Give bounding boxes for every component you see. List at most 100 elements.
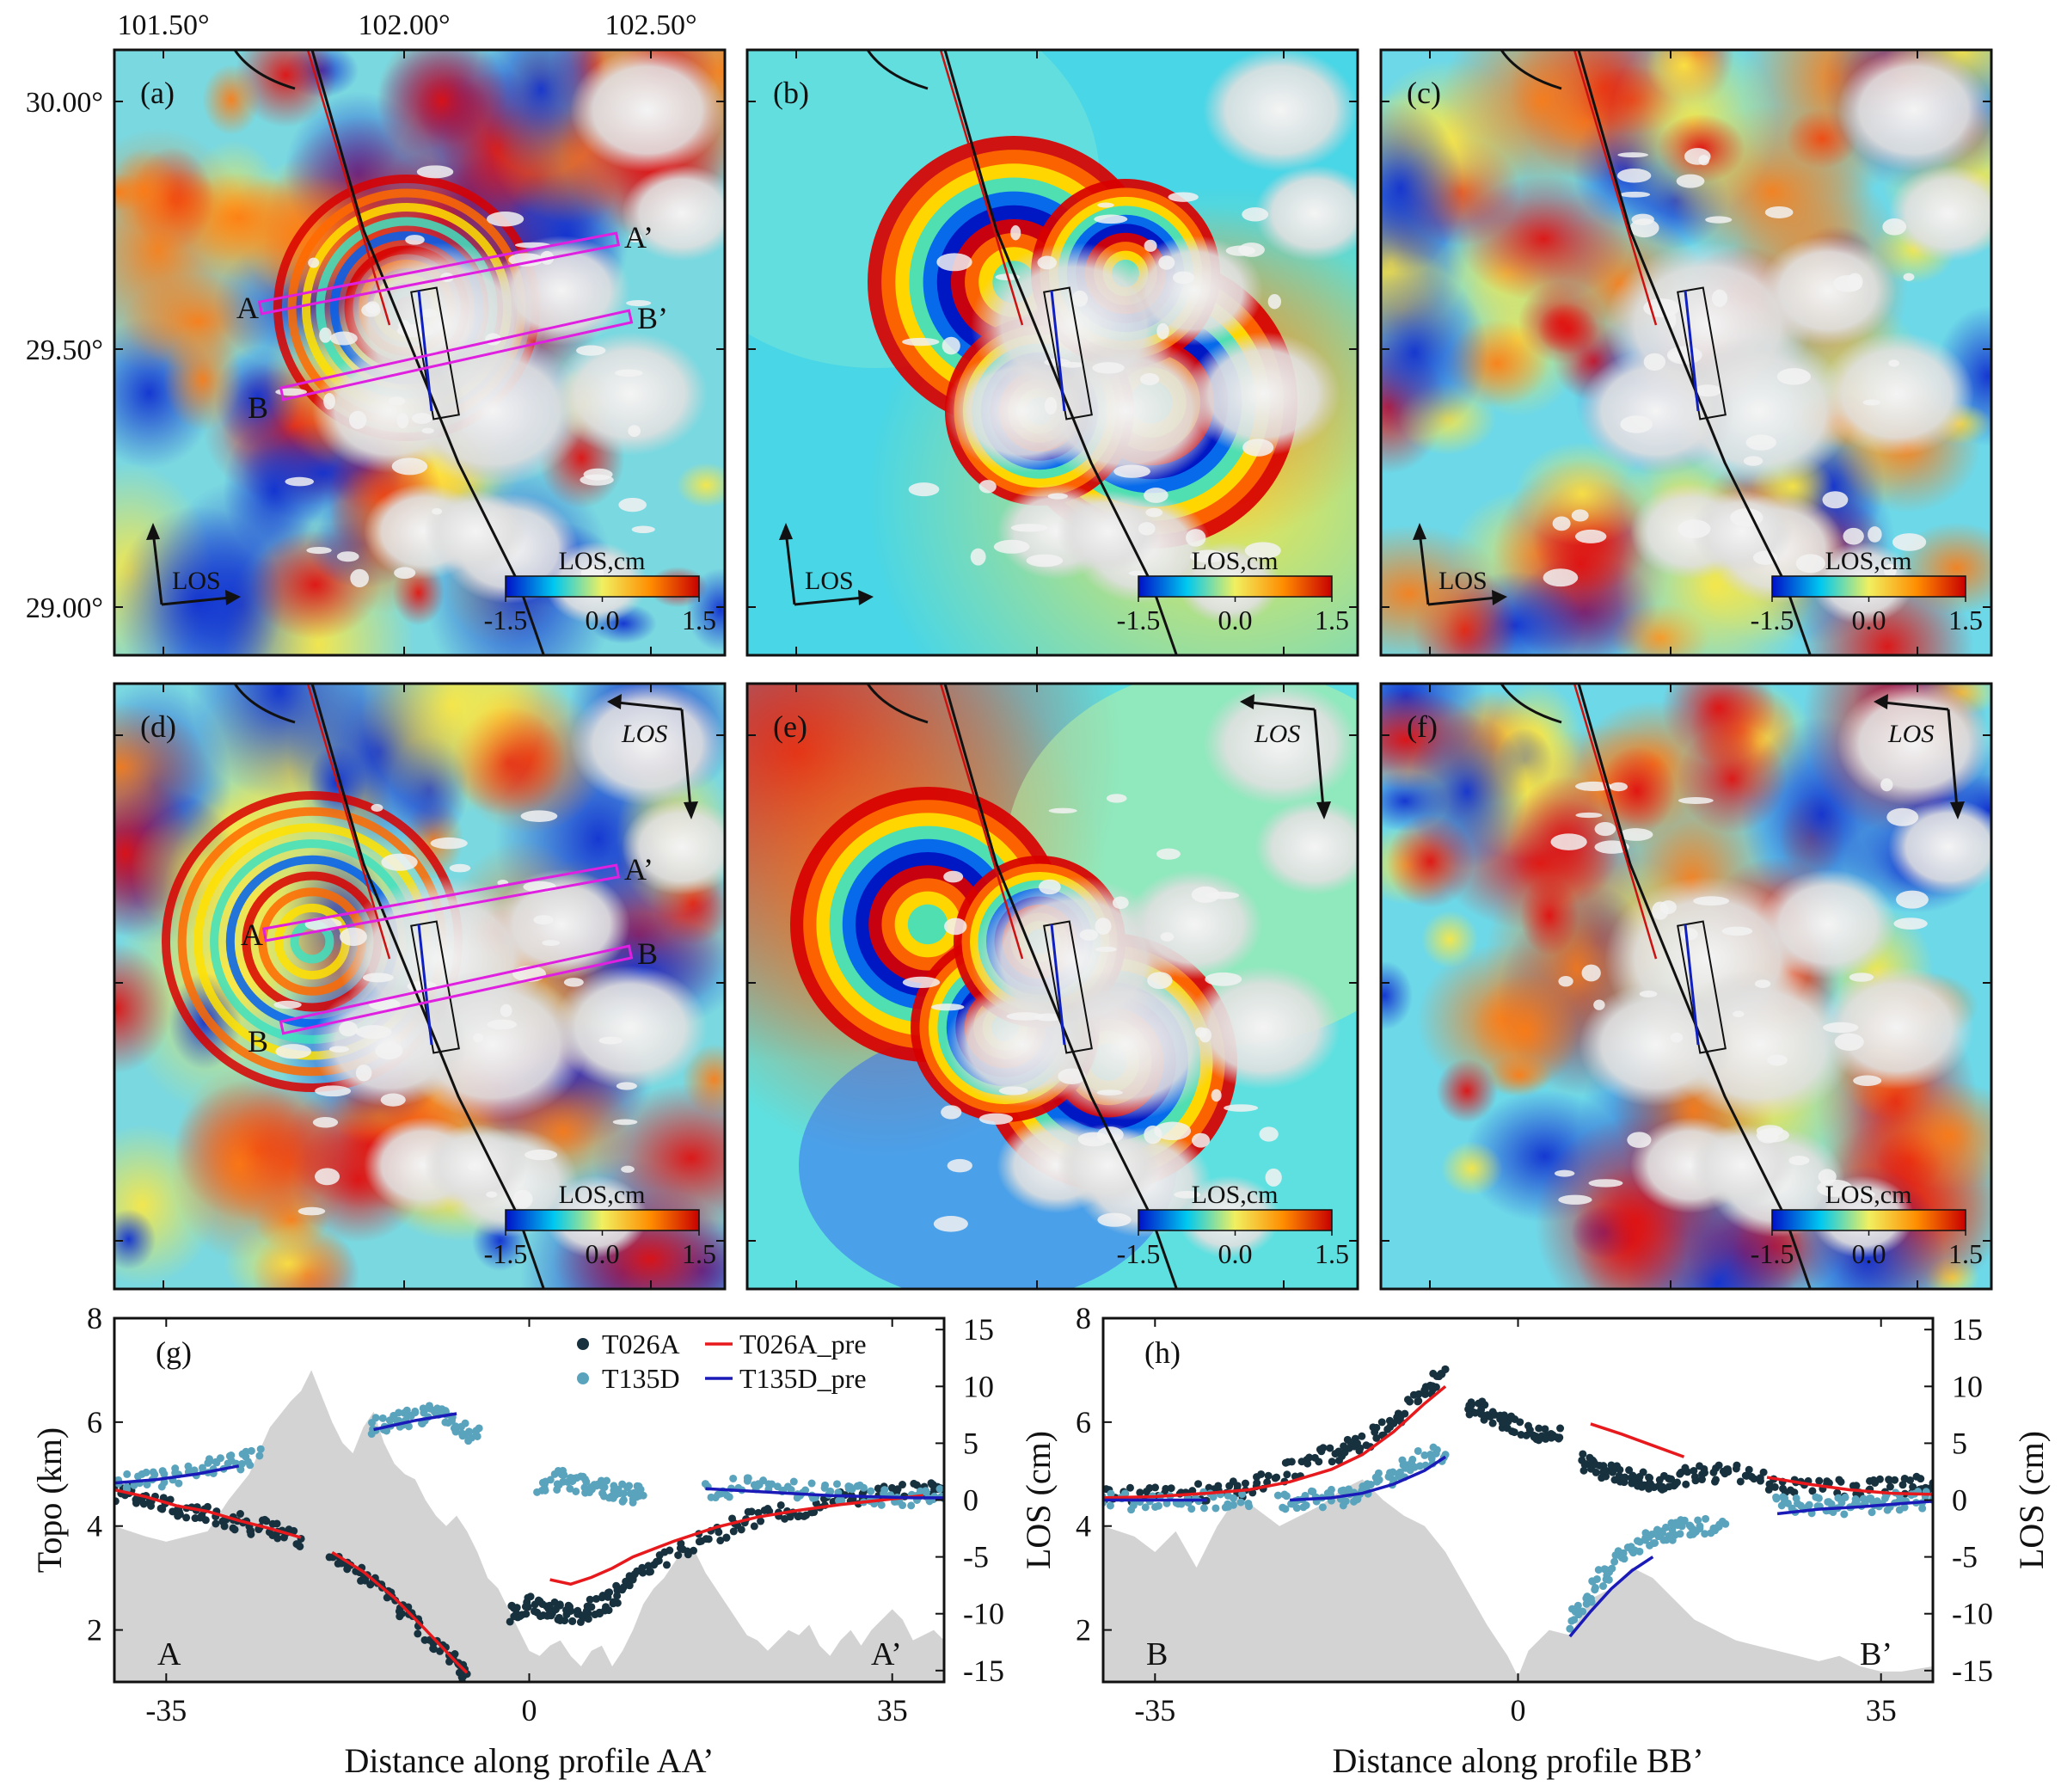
data-point-t026a [203, 1502, 212, 1511]
relief-speck [1764, 206, 1794, 218]
data-point-t026a [927, 1479, 935, 1488]
heading-arrowhead [684, 801, 698, 819]
data-point-t026a [414, 1629, 422, 1638]
relief-speck [381, 853, 418, 871]
relief-speck [1140, 373, 1160, 386]
relief-speck [1039, 879, 1061, 895]
data-point-t026a [716, 1537, 725, 1545]
colorbar-tick-label: -1.5 [484, 604, 528, 635]
relief-speck [615, 369, 643, 377]
relief-speck [1862, 399, 1881, 406]
profile-start-label: B [1146, 1636, 1168, 1672]
chart-panel-label: (g) [156, 1335, 192, 1370]
relief-speck [1705, 216, 1733, 224]
fault-model-trace [1050, 924, 1066, 1046]
data-point-t026a [1690, 1473, 1699, 1482]
relief-speck [1834, 1033, 1864, 1051]
relief-speck [308, 257, 320, 268]
relief-speck [362, 973, 394, 983]
relief-speck [1652, 901, 1669, 920]
relief-mask [1057, 1124, 1160, 1206]
relief-speck [329, 331, 358, 346]
data-point-t026a [568, 1617, 577, 1625]
data-point-t135d [1141, 1503, 1150, 1512]
relief-speck [339, 927, 367, 947]
y-tick-label-left: 4 [87, 1509, 102, 1543]
relief-speck [1733, 1010, 1745, 1018]
colorbar-tick-label: 0.0 [586, 1238, 620, 1269]
data-point-t026a [1315, 1458, 1323, 1466]
y-tick-label-right: 5 [1952, 1426, 1967, 1460]
relief-speck [542, 940, 561, 946]
los-arrowhead [1492, 590, 1507, 605]
data-point-t135d [1420, 1451, 1429, 1459]
data-point-t026a [587, 1603, 596, 1611]
relief-speck [432, 507, 443, 515]
data-point-t135d [1106, 1501, 1114, 1510]
relief-speck [1211, 1089, 1222, 1102]
noise-patch [1661, 684, 1776, 763]
data-point-t135d [1701, 1530, 1709, 1538]
data-point-t026a [1886, 1482, 1894, 1491]
profile-label-a-prime: A’ [624, 852, 653, 887]
colorbar-tick-label: 1.5 [682, 604, 716, 635]
colorbar-tick-label: 0.0 [586, 604, 620, 635]
relief-speck [430, 837, 468, 850]
map-content [747, 684, 1358, 1289]
data-point-t026a [1386, 1422, 1395, 1431]
relief-speck [1144, 239, 1157, 252]
noise-patch [114, 506, 284, 655]
relief-speck [612, 1119, 638, 1126]
los-label: LOS [1887, 720, 1934, 748]
data-point-t135d [1620, 1555, 1629, 1563]
data-point-t135d [1566, 1624, 1574, 1633]
data-point-t026a [397, 1610, 406, 1618]
data-point-t026a [1535, 1424, 1543, 1433]
data-point-t026a [646, 1568, 654, 1576]
x-tick-label: 0 [522, 1693, 537, 1728]
data-point-t135d [1408, 1455, 1417, 1464]
relief-speck [1010, 524, 1048, 532]
data-point-t026a [1257, 1470, 1266, 1478]
relief-speck [901, 337, 940, 347]
data-point-t135d [451, 1427, 460, 1436]
data-point-t026a [236, 1510, 244, 1519]
data-point-t135d [860, 1483, 868, 1492]
data-point-t026a [1283, 1470, 1291, 1479]
data-point-t026a [147, 1501, 156, 1510]
data-point-t135d [877, 1500, 886, 1509]
relief-speck [1543, 568, 1579, 587]
data-point-t026a [1750, 1475, 1758, 1483]
data-point-t135d [411, 1408, 420, 1417]
y-axis-label-left: LOS (cm) [1019, 1431, 1058, 1569]
data-point-t135d [759, 1476, 768, 1485]
relief-speck [626, 299, 652, 307]
fault-trace [310, 684, 545, 1289]
y-tick-label-right: -15 [963, 1654, 1004, 1688]
relief-speck [1892, 533, 1927, 551]
fault-trace-red [306, 684, 391, 960]
panel-label: (a) [140, 76, 175, 110]
relief-speck [944, 917, 967, 936]
relief-speck [598, 1036, 623, 1045]
panel-frame [1379, 48, 1993, 657]
data-point-t026a [1724, 1468, 1733, 1476]
data-point-t026a [1371, 1427, 1379, 1436]
y-tick-label-right: -5 [963, 1540, 989, 1574]
data-point-t026a [1303, 1459, 1312, 1468]
relief-speck [943, 870, 964, 883]
panel-frame [745, 48, 1359, 657]
map-panel-d: A A’ B B (d) LOS LOS,cm -1.5 0.0 1.5 [113, 682, 727, 1291]
relief-speck [628, 425, 641, 437]
relief-speck [1678, 797, 1714, 804]
y-tick-label-right: 5 [963, 1426, 978, 1460]
data-point-t026a [892, 1487, 901, 1495]
fault-trace [866, 50, 929, 90]
heading-arrowhead [779, 523, 793, 540]
relief-speck [933, 1216, 968, 1232]
relief-speck [486, 212, 524, 227]
relief-speck [1242, 439, 1274, 457]
data-point-t026a [653, 1557, 661, 1566]
data-point-t026a [201, 1516, 210, 1525]
